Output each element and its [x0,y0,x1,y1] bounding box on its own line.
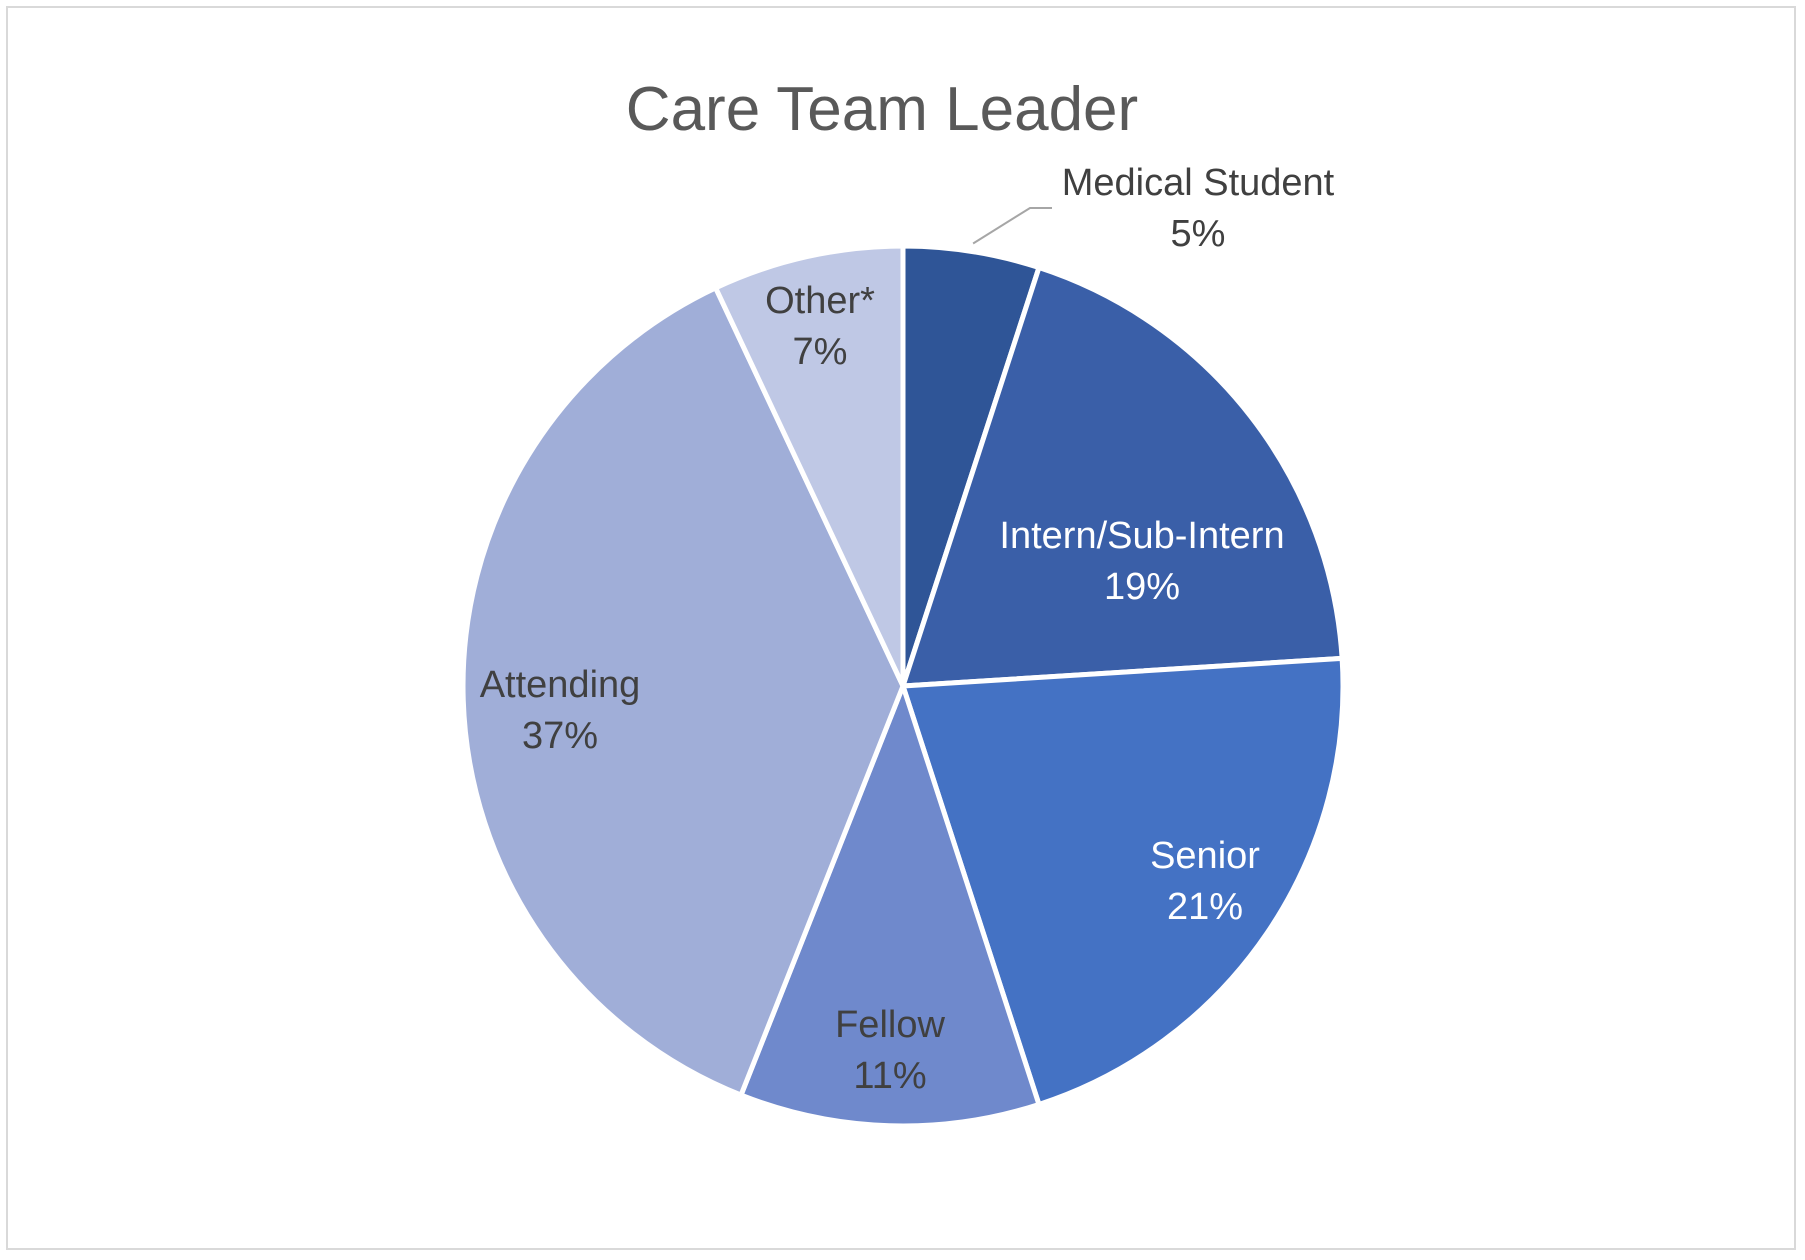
slice-value-label: 5% [1171,213,1226,255]
slice-category-label: Intern/Sub-Intern [999,515,1284,557]
slice-label-attending: Attending 37% [480,664,641,757]
leader-line-medical-student [972,207,1052,245]
slice-value-label: 11% [853,1055,926,1097]
chart-title: Care Team Leader [626,75,1138,144]
slice-value-label: 19% [1104,566,1180,608]
slice-label-medical-student: Medical Student 5% [1062,162,1335,255]
slice-value-label: 37% [522,715,598,757]
pie-slice-intern-sub-intern [900,265,1345,689]
slice-category-label: Medical Student [1062,162,1335,204]
pie-slice-fellow [738,683,1042,1129]
pie-slice-other [713,243,906,689]
slice-label-intern-sub-intern: Intern/Sub-Intern 19% [999,515,1284,608]
slice-labels: Medical Student 5% Intern/Sub-Intern 19% Sen… [480,162,1335,1097]
slice-label-fellow: Fellow 11% [835,1004,945,1097]
slice-label-other: Other* 7% [765,280,875,373]
slice-category-label: Fellow [835,1004,945,1046]
slice-category-label: Attending [480,664,641,706]
pie-slices [460,243,1346,1129]
pie-slice-attending [460,285,906,1098]
leader-lines [972,207,1052,245]
slice-category-label: Senior [1150,835,1260,877]
pie-slice-senior [900,655,1346,1107]
slice-label-senior: Senior 21% [1150,835,1260,928]
slice-category-label: Other* [765,280,875,322]
slice-value-label: 7% [793,331,848,373]
slice-value-label: 21% [1167,886,1243,928]
